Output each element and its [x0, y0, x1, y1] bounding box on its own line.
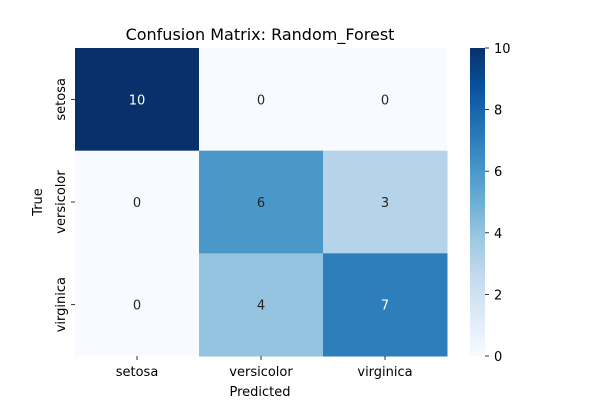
y-axis-ticks: setosa versicolor virginica	[54, 78, 75, 332]
colorbar-tick-label: 0	[494, 350, 502, 365]
colorbar-tick-label: 4	[494, 227, 502, 242]
colorbar-ticks: 0 2 4 6 8 10	[485, 42, 511, 365]
cell-value-label: 0	[257, 93, 265, 108]
colorbar-tick-label: 2	[494, 288, 502, 303]
heatmap-cell	[75, 150, 200, 254]
cell-value-label: 3	[381, 196, 389, 211]
heatmap-cell	[199, 48, 324, 152]
colorbar-tick-label: 8	[494, 104, 502, 119]
x-tick-label: virginica	[357, 365, 412, 380]
cell-value-label: 10	[129, 93, 146, 108]
cell-value-label: 0	[133, 299, 141, 314]
x-tick-label: versicolor	[229, 365, 293, 380]
heatmap-cell	[323, 150, 448, 254]
x-axis-ticks: setosa versicolor virginica	[116, 356, 413, 380]
heatmap-cell	[323, 48, 448, 152]
y-tick-label: versicolor	[54, 170, 69, 234]
colorbar-tick-label: 10	[494, 42, 511, 57]
heatmap-cell	[199, 150, 324, 254]
cell-value-label: 0	[133, 196, 141, 211]
cell-value-label: 6	[257, 196, 265, 211]
x-axis-label: Predicted	[229, 385, 290, 400]
heatmap-cell-labels: 10 0 0 0 6 3 0 4 7	[129, 93, 389, 313]
heatmap-cell	[323, 253, 448, 357]
colorbar-tick-label: 6	[494, 165, 502, 180]
cell-value-label: 7	[381, 299, 389, 314]
heatmap-cell	[199, 253, 324, 357]
colorbar	[470, 48, 485, 356]
y-axis-label: True	[31, 188, 46, 217]
cell-value-label: 4	[257, 299, 265, 314]
y-tick-label: virginica	[54, 277, 69, 332]
x-tick-label: setosa	[116, 365, 159, 380]
y-tick-label: setosa	[54, 78, 69, 121]
chart-title: Confusion Matrix: Random_Forest	[126, 25, 395, 45]
cell-value-label: 0	[381, 93, 389, 108]
heatmap-cell	[75, 253, 200, 357]
heatmap-cell	[75, 48, 200, 152]
heatmap-cells	[75, 48, 448, 357]
